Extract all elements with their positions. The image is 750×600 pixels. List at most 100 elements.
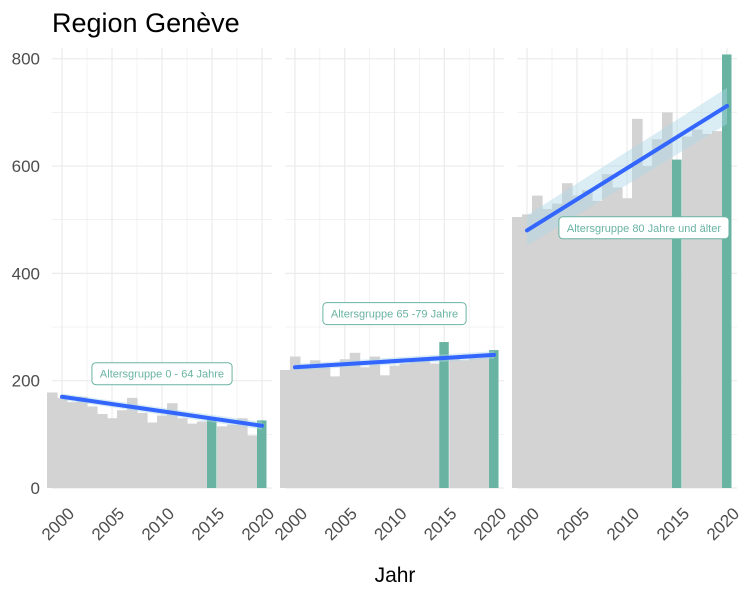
bar bbox=[177, 418, 188, 488]
x-tick-label: 2015 bbox=[653, 504, 693, 544]
bar bbox=[187, 423, 198, 488]
bar bbox=[612, 187, 623, 488]
bar bbox=[137, 412, 148, 488]
bar-highlight bbox=[439, 342, 449, 488]
bar bbox=[419, 359, 430, 488]
x-axis-title: Jahr bbox=[375, 564, 416, 587]
bar bbox=[369, 356, 381, 488]
bar bbox=[319, 367, 331, 488]
bar bbox=[349, 352, 361, 488]
trend-line bbox=[525, 103, 729, 233]
bar bbox=[147, 422, 158, 488]
y-tick-label: 0 bbox=[31, 479, 40, 498]
bar bbox=[57, 397, 68, 488]
y-tick-label: 800 bbox=[12, 50, 40, 69]
bar bbox=[479, 353, 490, 488]
bar bbox=[197, 421, 208, 488]
bar bbox=[522, 214, 533, 488]
bar bbox=[157, 415, 168, 488]
bar bbox=[692, 129, 703, 488]
y-tick-label: 400 bbox=[12, 264, 40, 283]
x-tick-label: 2015 bbox=[188, 504, 228, 544]
x-tick-label: 2000 bbox=[38, 504, 78, 544]
bar bbox=[47, 392, 58, 488]
bar bbox=[712, 131, 723, 489]
bar bbox=[97, 413, 108, 488]
bar bbox=[289, 356, 301, 488]
x-tick-label: 2000 bbox=[503, 504, 543, 544]
bar bbox=[339, 359, 351, 488]
series-label-box bbox=[558, 216, 730, 240]
x-tick-label: 2020 bbox=[703, 504, 743, 544]
bar bbox=[652, 139, 663, 488]
bar bbox=[127, 397, 138, 488]
bar bbox=[67, 402, 78, 488]
bar bbox=[247, 435, 258, 488]
bar bbox=[459, 360, 470, 488]
series-label-box bbox=[91, 362, 233, 386]
x-tick-label: 2015 bbox=[420, 504, 460, 544]
bar bbox=[227, 424, 238, 488]
bar bbox=[399, 363, 411, 488]
facet-panel-2: Altersgruppe 65 -79 Jahre 2000 2005 2010 201… bbox=[271, 48, 510, 544]
x-tick-label: 2005 bbox=[553, 504, 593, 544]
bar bbox=[429, 363, 440, 488]
bar bbox=[280, 369, 291, 488]
bar-highlight bbox=[489, 350, 499, 488]
bar bbox=[359, 367, 371, 488]
bar bbox=[87, 406, 98, 488]
y-tick-label: 200 bbox=[12, 372, 40, 391]
bar-highlight bbox=[257, 420, 267, 488]
bar bbox=[662, 112, 673, 488]
bar bbox=[469, 358, 480, 488]
series-label: Altersgruppe 0 - 64 Jahre bbox=[100, 369, 224, 381]
bar bbox=[117, 410, 128, 488]
x-tick-label: 2010 bbox=[603, 504, 643, 544]
x-tick-label: 2010 bbox=[138, 504, 178, 544]
bar bbox=[237, 418, 248, 488]
bar bbox=[167, 403, 178, 488]
bar bbox=[409, 361, 420, 488]
bar bbox=[299, 364, 311, 488]
bar bbox=[532, 195, 543, 488]
trend-line bbox=[292, 352, 497, 370]
bar bbox=[622, 198, 633, 488]
series-label: Altersgruppe 65 -79 Jahre bbox=[331, 309, 458, 321]
bar-highlight bbox=[207, 419, 217, 488]
bar bbox=[107, 418, 118, 488]
series-label: Altersgruppe 80 Jahre und älter bbox=[567, 223, 721, 235]
bar bbox=[379, 375, 391, 488]
bar bbox=[329, 376, 341, 488]
x-tick-label: 2020 bbox=[238, 504, 278, 544]
x-tick-label: 2005 bbox=[88, 504, 128, 544]
x-tick-label: 2005 bbox=[321, 504, 361, 544]
bar bbox=[389, 365, 401, 488]
bar bbox=[572, 195, 583, 488]
bar bbox=[632, 118, 643, 488]
bar bbox=[682, 136, 693, 488]
bar bbox=[309, 360, 321, 488]
bar bbox=[77, 396, 88, 488]
x-tick-label: 2000 bbox=[271, 504, 311, 544]
bar bbox=[602, 174, 613, 488]
trend-line bbox=[60, 394, 264, 428]
y-axis: 0 200 400 600 800 bbox=[12, 50, 40, 498]
facet-panel-1: Altersgruppe 0 - 64 Jahre 2000 2005 2010 201… bbox=[38, 48, 278, 544]
bar bbox=[552, 203, 563, 489]
bar bbox=[592, 200, 603, 489]
series-label-box bbox=[322, 302, 467, 326]
bar bbox=[562, 183, 573, 488]
bar bbox=[512, 217, 523, 488]
bar-highlight bbox=[722, 54, 732, 488]
x-tick-label: 2010 bbox=[371, 504, 411, 544]
chart-title: Region Genève bbox=[52, 8, 240, 38]
y-tick-label: 600 bbox=[12, 157, 40, 176]
bar-highlight bbox=[672, 159, 682, 489]
x-tick-label: 2020 bbox=[470, 504, 510, 544]
bar bbox=[542, 208, 553, 488]
bar bbox=[217, 426, 228, 488]
